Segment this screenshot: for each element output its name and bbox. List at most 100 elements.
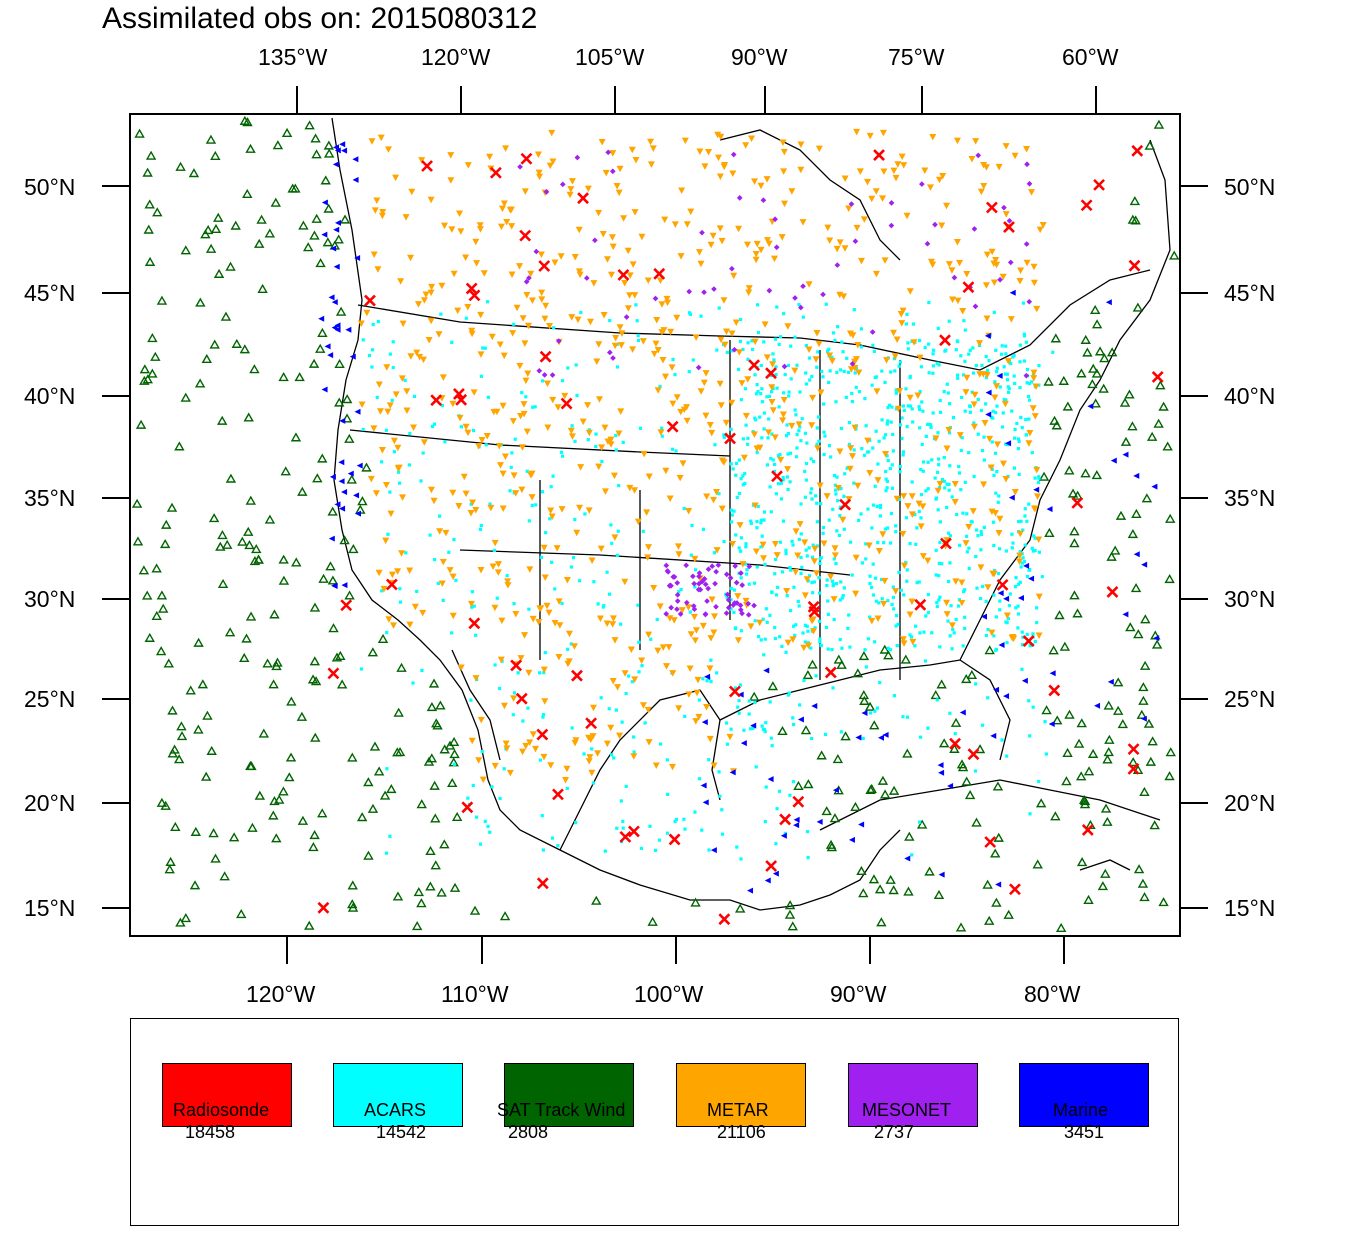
sat-track-wind-marker <box>1076 718 1087 728</box>
radiosonde-marker <box>984 836 997 848</box>
metar-marker <box>509 418 517 425</box>
acars-marker <box>673 819 677 824</box>
mesonet-marker <box>972 303 979 310</box>
sat-track-wind-marker <box>1120 436 1132 446</box>
sat-track-wind-marker <box>1049 415 1060 425</box>
metar-marker <box>629 346 637 353</box>
metar-marker <box>542 302 550 310</box>
acars-marker <box>796 599 800 604</box>
sat-track-wind-marker <box>167 705 178 715</box>
metar-marker <box>399 494 407 501</box>
sat-track-wind-marker <box>856 865 867 876</box>
sat-track-wind-marker <box>787 921 798 931</box>
metar-marker <box>491 539 499 547</box>
acars-marker <box>739 398 743 402</box>
metar-marker <box>567 186 575 193</box>
acars-marker <box>815 520 819 524</box>
acars-marker <box>993 411 998 415</box>
metar-marker <box>1032 383 1040 390</box>
acars-marker <box>391 340 395 344</box>
acars-marker <box>752 581 757 585</box>
metar-count: 21106 <box>717 1122 766 1142</box>
metar-marker <box>621 279 629 287</box>
metar-marker <box>708 429 716 437</box>
metar-marker <box>738 380 746 387</box>
metar-marker <box>710 762 718 770</box>
metar-marker <box>864 437 872 445</box>
sat-track-wind-marker <box>147 333 158 343</box>
acars-marker <box>583 512 587 516</box>
acars-marker <box>1017 439 1021 444</box>
metar-marker <box>647 138 655 146</box>
acars-marker <box>924 614 928 618</box>
acars-marker <box>1024 340 1028 344</box>
acars-marker <box>1012 353 1016 358</box>
acars-marker <box>945 382 949 386</box>
metar-marker <box>464 162 472 169</box>
metar-marker <box>823 493 831 500</box>
metar-marker <box>963 374 971 382</box>
metar-marker <box>540 753 548 761</box>
sat-track-wind-marker <box>242 117 253 127</box>
acars-marker <box>904 387 908 391</box>
metar-marker <box>374 266 382 273</box>
metar-marker <box>671 221 679 228</box>
acars-marker <box>1002 397 1006 402</box>
acars-marker <box>1018 360 1022 364</box>
acars-marker <box>832 617 836 622</box>
acars-marker <box>779 481 784 485</box>
acars-marker <box>690 523 694 528</box>
acars-marker <box>991 520 996 524</box>
acars-marker <box>971 346 975 350</box>
acars-marker <box>785 423 789 427</box>
bottom-label-100w: 100°W <box>634 981 704 1007</box>
metar-marker <box>710 613 718 620</box>
mesonet-marker <box>1026 180 1033 187</box>
acars-marker <box>791 780 796 784</box>
sat-track-wind-marker <box>1143 718 1155 728</box>
acars-marker <box>965 534 969 538</box>
sat-track-wind-marker <box>209 339 220 349</box>
marine-marker <box>793 822 800 829</box>
metar-marker <box>707 241 715 249</box>
sat-track-wind-marker <box>145 150 157 160</box>
metar-marker <box>462 490 470 498</box>
metar-marker <box>573 529 581 537</box>
acars-marker <box>815 426 819 430</box>
marine-marker <box>780 832 787 839</box>
sat-track-wind-marker <box>858 650 870 661</box>
right-label-25n: 25°N <box>1224 686 1276 712</box>
metar-marker <box>808 617 816 625</box>
sat-track-wind-marker <box>1104 734 1115 744</box>
sat-track-wind-marker <box>159 538 171 549</box>
acars-marker <box>403 378 407 383</box>
metar-marker <box>472 238 480 246</box>
metar-marker <box>752 251 760 258</box>
sat-track-wind-marker <box>966 669 978 680</box>
metar-marker <box>595 396 603 403</box>
acars-marker <box>926 726 930 730</box>
radiosonde-marker <box>724 432 737 445</box>
acars-marker <box>963 409 967 413</box>
metar-marker <box>984 584 992 591</box>
sat-track-wind-marker <box>435 700 446 710</box>
acars-marker <box>725 350 729 355</box>
metar-marker <box>993 383 1001 390</box>
acars-marker <box>908 542 912 546</box>
coastline-segment <box>539 340 901 680</box>
acars-marker <box>810 374 814 379</box>
acars-marker <box>592 580 596 584</box>
sat-track-wind-marker <box>373 766 385 776</box>
acars-marker <box>898 423 903 427</box>
metar-marker <box>684 604 692 611</box>
sat-track-wind-marker <box>690 897 701 907</box>
mesonet-marker <box>888 200 895 206</box>
sat-track-wind-marker <box>138 565 150 575</box>
metar-marker <box>666 495 674 503</box>
acars-marker <box>784 434 789 438</box>
left-label-40n: 40°N <box>24 383 76 409</box>
acars-marker <box>804 382 809 386</box>
acars-marker <box>976 534 980 538</box>
acars-marker <box>934 497 938 501</box>
acars-marker <box>873 640 877 644</box>
